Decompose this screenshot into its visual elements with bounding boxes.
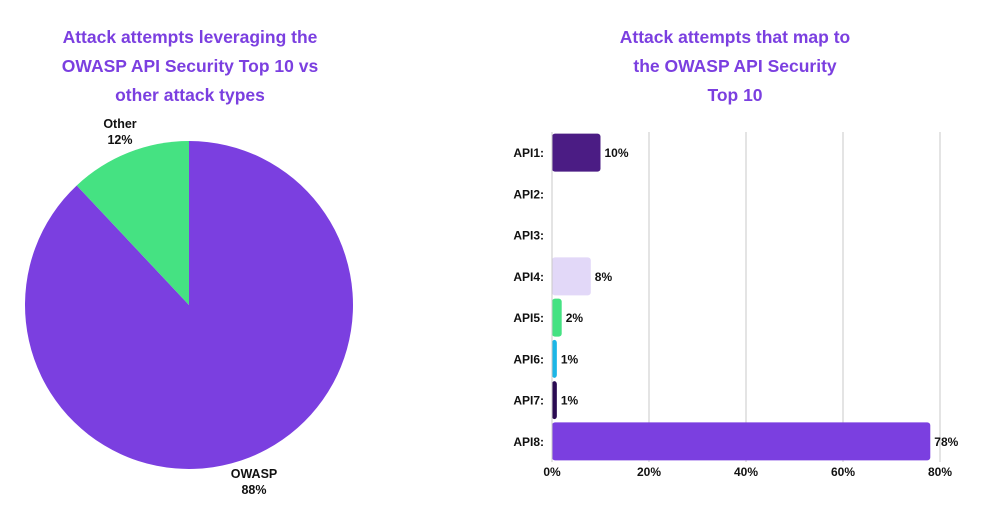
- bar-value-label: 10%: [605, 146, 629, 160]
- x-tick-label: 20%: [637, 465, 661, 479]
- bar-title-line: the OWASP API Security: [633, 56, 837, 76]
- pie-title-line: OWASP API Security Top 10 vs: [61, 56, 319, 76]
- bar-api1: [552, 133, 601, 172]
- bar-value-label: 2%: [566, 311, 584, 325]
- bar-api7: [552, 381, 557, 420]
- bar-api8: [552, 422, 931, 461]
- category-label: API7:: [513, 394, 544, 408]
- category-label: API4:: [513, 270, 544, 284]
- bar-title-line: Top 10: [707, 85, 763, 105]
- x-tick-label: 80%: [928, 465, 952, 479]
- category-label: API6:: [513, 352, 544, 366]
- pie-value-other: 12%: [107, 133, 132, 147]
- pie-title-line: other attack types: [115, 85, 265, 105]
- bar-value-label: 78%: [934, 435, 958, 449]
- pie-value-owasp: 88%: [241, 483, 266, 497]
- category-label: API2:: [513, 187, 544, 201]
- bar-value-label: 8%: [595, 270, 613, 284]
- category-label: API8:: [513, 435, 544, 449]
- x-tick-label: 0%: [543, 465, 561, 479]
- bar-value-label: 1%: [561, 352, 579, 366]
- category-label: API1:: [513, 146, 544, 160]
- pie-slice-other: [76, 141, 189, 305]
- pie-chart-title: Attack attempts leveraging the OWASP API…: [30, 23, 350, 110]
- bar-api5: [552, 298, 562, 337]
- pie-title-line: Attack attempts leveraging the: [62, 27, 318, 47]
- pie-label-other: Other: [103, 117, 136, 131]
- pie-label-owasp: OWASP: [231, 467, 278, 481]
- bar-api6: [552, 339, 557, 378]
- x-tick-label: 40%: [734, 465, 758, 479]
- bar-api4: [552, 257, 591, 296]
- bar-chart-title: Attack attempts that map to the OWASP AP…: [540, 23, 930, 110]
- category-label: API5:: [513, 311, 544, 325]
- bar-title-line: Attack attempts that map to: [619, 27, 851, 47]
- category-label: API3:: [513, 229, 544, 243]
- x-tick-label: 60%: [831, 465, 855, 479]
- bar-value-label: 1%: [561, 394, 579, 408]
